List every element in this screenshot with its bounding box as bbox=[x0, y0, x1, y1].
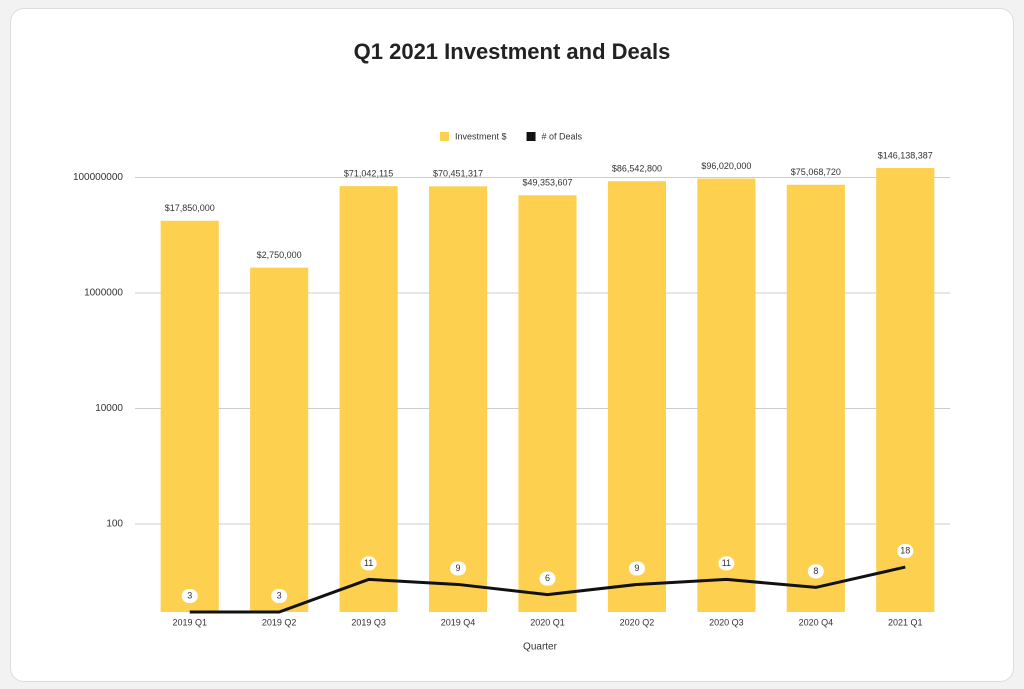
bar-value-label: $75,068,720 bbox=[791, 167, 841, 177]
data-label-badge bbox=[181, 589, 198, 603]
x-tick-label: 2019 Q2 bbox=[262, 617, 297, 627]
data-label-badge bbox=[718, 556, 735, 571]
x-axis-title: Quarter bbox=[523, 642, 558, 653]
bar bbox=[607, 181, 667, 613]
line-value-label: 18 bbox=[900, 545, 910, 555]
bar-value-label: $86,542,800 bbox=[612, 164, 662, 174]
bar-value-label: $17,850,000 bbox=[165, 203, 215, 213]
line-value-label: 3 bbox=[187, 590, 192, 600]
data-label-badge bbox=[539, 571, 556, 586]
line-value-label: 11 bbox=[722, 558, 731, 568]
line-value-label: 6 bbox=[545, 573, 550, 583]
x-tick-label: 2019 Q4 bbox=[441, 617, 476, 627]
legend-swatch bbox=[526, 132, 536, 141]
line-value-label: 11 bbox=[364, 558, 373, 568]
y-tick-label: 10000 bbox=[95, 403, 123, 414]
x-tick-label: 2019 Q3 bbox=[351, 617, 386, 627]
x-tick-label: 2020 Q3 bbox=[709, 617, 744, 627]
line bbox=[189, 565, 906, 614]
data-label-badge bbox=[360, 556, 377, 571]
data-label-badge bbox=[450, 561, 467, 576]
bar bbox=[428, 186, 488, 613]
bar bbox=[250, 267, 309, 612]
y-tick-label: 1000000 bbox=[84, 288, 123, 299]
data-label-badge bbox=[628, 561, 645, 576]
x-tick-label: 2020 Q1 bbox=[530, 617, 565, 627]
bar bbox=[339, 186, 398, 612]
data-label-badge bbox=[271, 589, 288, 603]
line-value-label: 9 bbox=[456, 563, 461, 573]
data-label-badge bbox=[807, 564, 824, 579]
bar bbox=[786, 184, 845, 613]
legend-label: Investment $ bbox=[455, 131, 507, 141]
x-tick-label: 2020 Q2 bbox=[620, 617, 655, 627]
x-tick-label: 2021 Q1 bbox=[888, 617, 923, 627]
bar-value-label: $146,138,387 bbox=[878, 150, 933, 160]
bar-value-label: $2,750,000 bbox=[257, 250, 302, 260]
bar bbox=[518, 195, 577, 612]
bar bbox=[697, 178, 756, 612]
bar bbox=[160, 220, 219, 612]
bar-value-label: $70,451,317 bbox=[433, 169, 483, 179]
x-tick-label: 2019 Q1 bbox=[172, 617, 207, 627]
line-value-label: 8 bbox=[813, 566, 818, 576]
bar-value-label: $49,353,607 bbox=[522, 178, 572, 188]
data-label-badge bbox=[897, 544, 914, 559]
line-value-label: 9 bbox=[634, 563, 639, 573]
legend-swatch bbox=[440, 132, 449, 141]
bar bbox=[876, 168, 935, 612]
y-tick-label: 100 bbox=[106, 519, 123, 530]
legend-label: # of Deals bbox=[542, 131, 583, 141]
bar-value-label: $96,020,000 bbox=[701, 161, 751, 171]
line-value-label: 3 bbox=[277, 590, 282, 600]
y-tick-label: 100000000 bbox=[73, 172, 123, 183]
x-tick-label: 2020 Q4 bbox=[799, 617, 834, 627]
chart-title: Q1 2021 Investment and Deals bbox=[354, 39, 671, 64]
bar-value-label: $71,042,115 bbox=[344, 169, 393, 179]
